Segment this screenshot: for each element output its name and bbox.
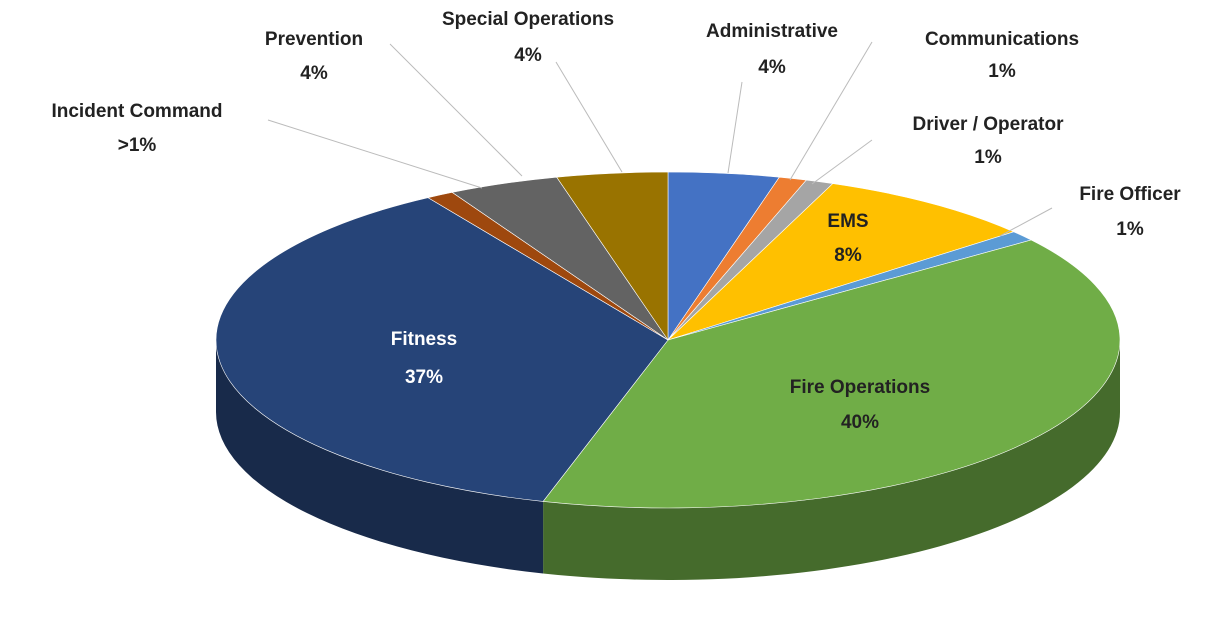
slice-label: Prevention (265, 29, 363, 50)
pie-slice (556, 171, 669, 341)
pie-slice (667, 183, 1015, 341)
slice-label: Fitness (391, 329, 458, 350)
slice-value: 8% (834, 245, 862, 266)
slice-label: Fire Officer (1079, 184, 1181, 205)
slice-value: 1% (988, 61, 1016, 82)
leader-line (999, 207, 1053, 237)
slice-label: Driver / Operator (913, 114, 1065, 135)
slice-value: >1% (118, 135, 157, 156)
slice-label: Communications (925, 29, 1079, 50)
leader-line (727, 81, 743, 174)
slice-value: 4% (300, 63, 328, 84)
slice-value: 37% (405, 367, 443, 388)
pie-slice (215, 197, 669, 502)
pie-side (216, 340, 544, 574)
leader-line (789, 41, 873, 181)
leader-line (555, 61, 623, 173)
leader-line (811, 139, 873, 185)
slice-value: 4% (758, 57, 786, 78)
leader-line (267, 119, 483, 189)
slice-label: Special Operations (442, 9, 614, 30)
slice-label: Administrative (706, 21, 838, 42)
slice-value: 1% (1116, 219, 1144, 240)
pie-side (543, 340, 1120, 580)
slice-label: EMS (827, 211, 868, 232)
pie-slice (542, 239, 1121, 509)
slice-value: 40% (841, 412, 879, 433)
slice-label: Incident Command (51, 101, 222, 122)
slice-value: 4% (514, 45, 542, 66)
slice-label: Fire Operations (790, 377, 930, 398)
slice-value: 1% (974, 147, 1002, 168)
leader-line (389, 43, 523, 177)
